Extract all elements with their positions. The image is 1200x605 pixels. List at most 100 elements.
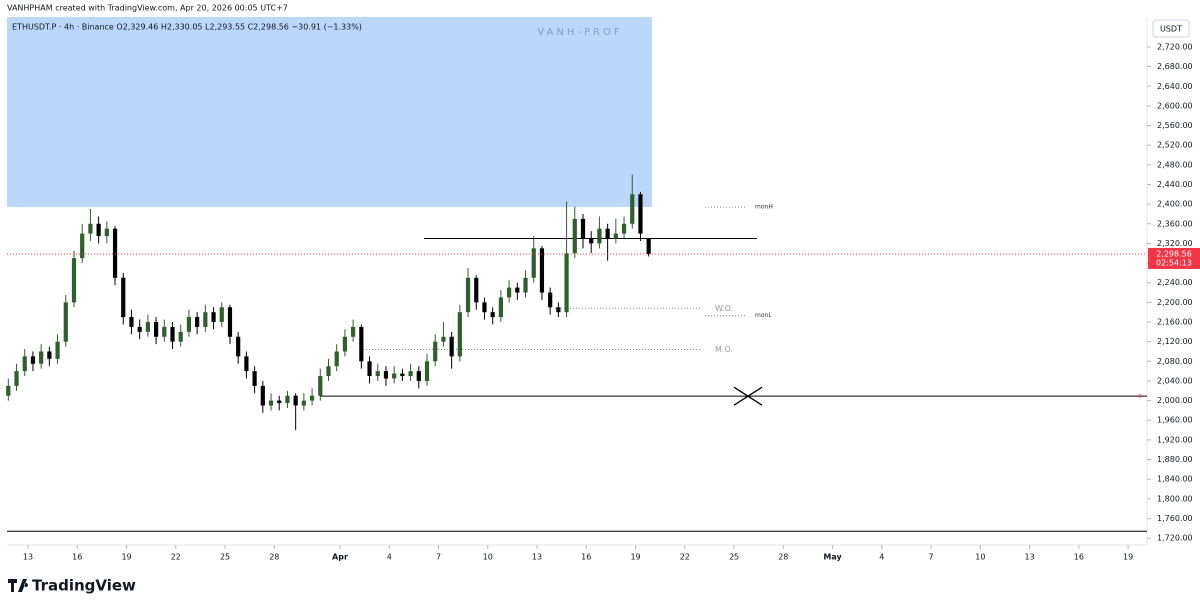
candle-body [400, 373, 405, 377]
candle-body [490, 312, 495, 318]
last-price-label: 2,298.56 [1156, 249, 1192, 258]
supply-zone [7, 17, 652, 208]
candle-body [318, 376, 323, 396]
candle-body [646, 238, 651, 254]
y-tick-label: 2,080.00 [1157, 357, 1193, 366]
cross-marker [733, 386, 763, 406]
candle-body [137, 326, 142, 332]
candle-body [145, 322, 150, 332]
y-tick-label: 2,000.00 [1157, 396, 1193, 405]
candle-body [170, 326, 175, 342]
candle-body [121, 277, 126, 318]
candle-body [433, 341, 438, 362]
candle-body [211, 312, 216, 323]
candle-body [236, 336, 241, 357]
x-tick-label: 22 [680, 553, 690, 562]
candle-body [605, 228, 610, 239]
x-tick-label: 16 [1074, 553, 1084, 562]
credit: VANHPHAM created with TradingView.com, A… [7, 4, 288, 13]
x-tick-label: 13 [1025, 553, 1035, 562]
x-tick-label: 22 [171, 553, 181, 562]
candle-body [30, 356, 36, 364]
x-tick-label: 7 [929, 553, 934, 562]
x-tick-label: May [823, 553, 842, 562]
x-tick-label: 19 [1123, 553, 1133, 562]
candle-body [326, 366, 331, 377]
candle-body [589, 238, 594, 244]
level-label: M.O. [715, 345, 733, 354]
level-label: W.O. [715, 304, 733, 313]
candle-body [6, 385, 11, 396]
candle-body [22, 356, 27, 372]
candle-body [277, 400, 282, 404]
candle-body [408, 371, 413, 377]
brand: TradingView [32, 577, 136, 595]
watermark: VANH-PROF [537, 27, 622, 38]
candle-body [88, 223, 93, 234]
currency[interactable]: USDT [1160, 25, 1182, 34]
x-tick-label: 25 [729, 553, 739, 562]
x-tick-label: 19 [630, 553, 640, 562]
candle-body [47, 351, 52, 359]
candle-body [498, 297, 503, 318]
candle-body [367, 361, 372, 377]
candle-body [104, 228, 109, 237]
level-label: monH [755, 204, 773, 211]
candle-body [392, 373, 397, 379]
candle-body [515, 287, 520, 293]
x-tick-label: 16 [581, 553, 591, 562]
candle-body [441, 336, 446, 342]
candle-body [597, 228, 602, 244]
currency-box[interactable] [1152, 19, 1190, 38]
candle-body [195, 317, 200, 327]
candle-body [556, 307, 561, 313]
candle-body [474, 277, 479, 303]
y-tick-label: 1,920.00 [1157, 435, 1193, 444]
y-tick-label: 2,680.00 [1157, 62, 1193, 71]
y-tick-label: 1,840.00 [1157, 475, 1193, 484]
y-tick-label: 2,480.00 [1157, 160, 1193, 169]
countdown: 02:54:13 [1156, 258, 1192, 267]
x-tick-label: Apr [332, 553, 348, 562]
candle-body [301, 400, 306, 406]
candle-body [268, 400, 274, 406]
x-tick-label: 25 [220, 553, 230, 562]
candle-body [539, 248, 545, 293]
candle-body [71, 258, 77, 303]
y-tick-label: 2,640.00 [1157, 82, 1193, 91]
y-tick-label: 2,320.00 [1157, 239, 1193, 248]
y-tick-label: 2,440.00 [1157, 180, 1193, 189]
x-tick-label: 10 [483, 553, 493, 562]
candle-body [449, 336, 454, 357]
candle-body [129, 317, 134, 327]
candle-body [334, 351, 339, 367]
y-tick-label: 2,240.00 [1157, 278, 1193, 287]
x-tick-label: 7 [436, 553, 441, 562]
x-tick-label: 28 [778, 553, 788, 562]
y-tick-label: 2,720.00 [1157, 42, 1193, 51]
candle-body [227, 307, 233, 337]
candle-body [63, 302, 68, 342]
y-tick-label: 2,600.00 [1157, 101, 1193, 110]
candle-body [531, 248, 536, 278]
y-tick-label: 1,720.00 [1157, 534, 1193, 543]
candle-body [465, 277, 471, 313]
candle-body [55, 341, 60, 359]
y-tick-label: 2,200.00 [1157, 298, 1193, 307]
candle-body [80, 233, 85, 259]
y-tick-label: 1,800.00 [1157, 494, 1193, 503]
y-tick-label: 2,400.00 [1157, 200, 1193, 209]
candle-body [383, 371, 389, 379]
candle-body [638, 194, 643, 234]
candle-body [244, 356, 249, 372]
candle-body [359, 326, 364, 362]
candle-body [564, 253, 569, 313]
candle-body [162, 326, 167, 337]
x-tick-label: 28 [269, 553, 279, 562]
candle-body [351, 326, 356, 337]
y-tick-label: 2,120.00 [1157, 337, 1193, 346]
level-label: monL [755, 312, 772, 319]
candle-body [260, 385, 265, 406]
level-label: o. [1138, 393, 1144, 400]
